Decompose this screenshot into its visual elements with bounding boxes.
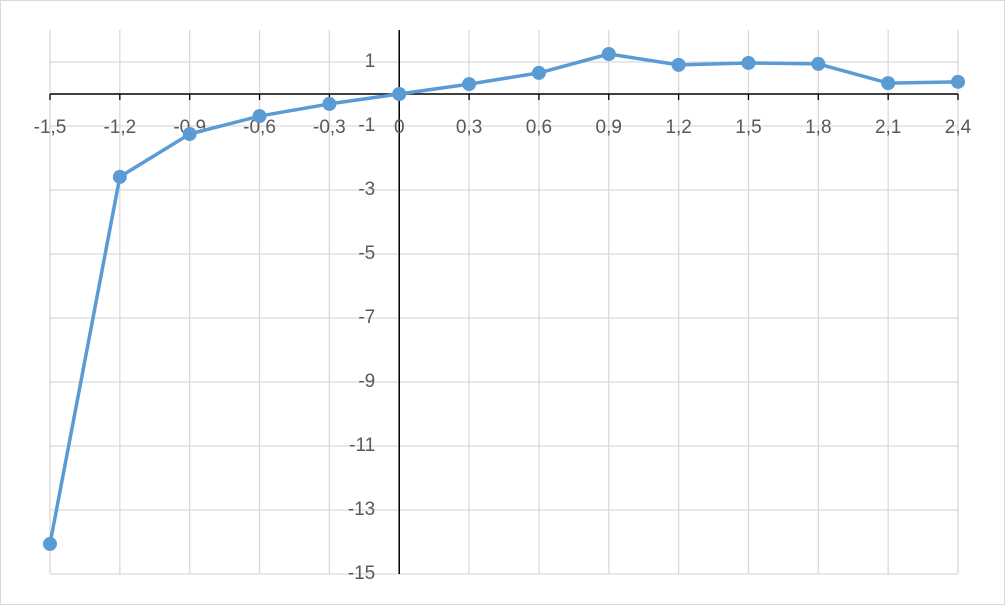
x-tick-label: 0,6 <box>526 117 552 138</box>
data-point <box>951 74 965 89</box>
y-tick-label: -1 <box>358 115 375 136</box>
data-point <box>881 76 896 91</box>
data-point <box>671 57 686 72</box>
x-tick-label: 0,9 <box>596 117 622 138</box>
x-tick-label: 0,3 <box>456 117 482 138</box>
x-tick-label: 2,1 <box>875 117 901 138</box>
x-tick-label: 0 <box>394 117 405 138</box>
y-tick-label: -3 <box>358 179 375 200</box>
data-point <box>392 87 407 101</box>
x-tick-label: -1,2 <box>103 117 136 138</box>
x-tick-label: 1,2 <box>665 117 691 138</box>
data-point <box>741 55 756 70</box>
data-point <box>811 56 826 71</box>
x-tick-label: -0,6 <box>243 117 276 138</box>
data-point <box>531 65 546 80</box>
data-point <box>462 77 477 92</box>
x-tick-label: -0,3 <box>313 117 346 138</box>
series-line <box>48 52 959 545</box>
y-tick-label: -7 <box>358 307 375 328</box>
y-tick-label: -15 <box>348 563 375 584</box>
data-point <box>112 169 127 184</box>
x-tick-label: -1,5 <box>34 117 67 138</box>
y-tick-label: -13 <box>348 499 375 520</box>
y-tick-label: -11 <box>349 435 375 456</box>
y-tick-label: 1 <box>365 51 376 72</box>
data-point <box>252 109 267 124</box>
data-point <box>182 127 197 141</box>
data-point <box>322 96 337 111</box>
x-tick-label: 2,4 <box>945 117 972 138</box>
data-point <box>601 47 616 61</box>
y-tick-label: -9 <box>358 371 375 392</box>
x-tick-label: 1,5 <box>735 117 761 138</box>
y-tick-label: -5 <box>358 243 375 264</box>
x-tick-label: 1,8 <box>805 117 831 138</box>
data-point <box>43 536 57 551</box>
